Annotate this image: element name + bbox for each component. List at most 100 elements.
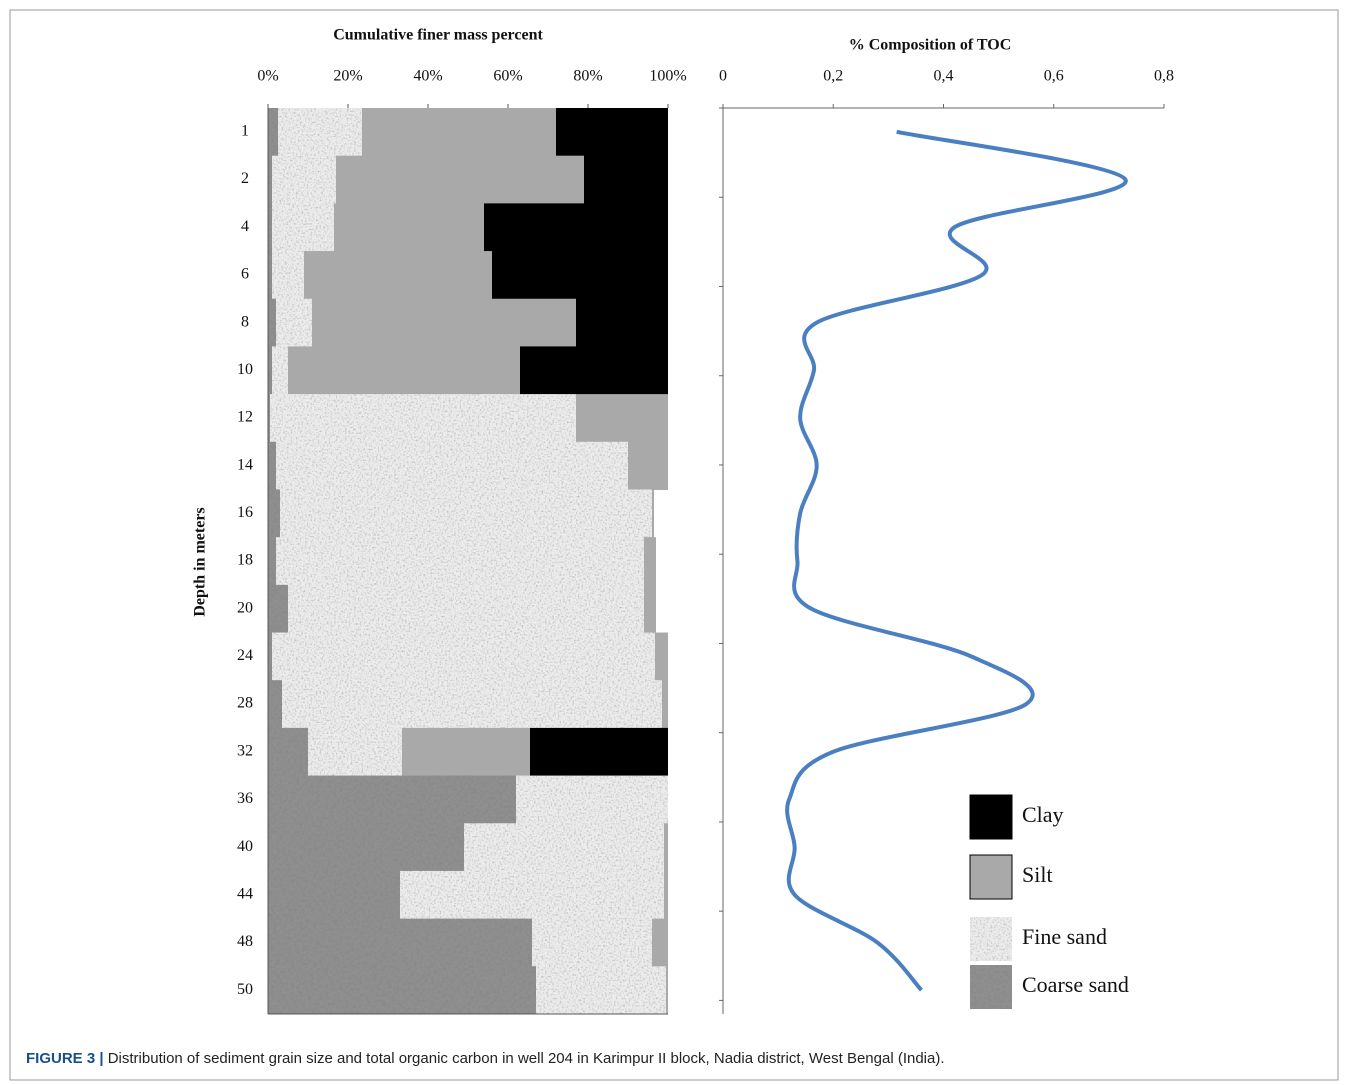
- legend-label: Clay: [1022, 802, 1064, 827]
- texture: [270, 394, 576, 443]
- line: [785, 129, 1128, 992]
- texture: [268, 537, 276, 586]
- chart-title: Cumulative finer mass percent: [333, 27, 543, 44]
- bar-segment: [312, 298, 576, 347]
- texture: [970, 917, 1012, 961]
- texture: [282, 680, 662, 729]
- y-tick-label: 24: [237, 647, 253, 664]
- bar-segment: [662, 680, 668, 729]
- x-tick-label: 0,8: [1154, 68, 1174, 85]
- bar-segment: [664, 870, 668, 920]
- texture: [268, 870, 400, 920]
- texture: [268, 203, 272, 252]
- bar-segment: [288, 346, 520, 395]
- texture: [280, 489, 652, 538]
- texture: [268, 918, 532, 967]
- chart-title: % Composition of TOC: [849, 37, 1012, 54]
- texture: [272, 203, 334, 252]
- bar-segment: [556, 108, 668, 157]
- x-tick-label: 60%: [493, 68, 522, 85]
- y-tick-label: 20: [237, 599, 253, 616]
- legend-swatch: [969, 794, 1013, 840]
- texture: [276, 441, 628, 490]
- y-tick-label: 44: [237, 885, 253, 902]
- texture: [268, 775, 516, 824]
- bar-segment: [334, 203, 484, 252]
- texture: [268, 394, 270, 443]
- y-tick-label: 8: [241, 313, 249, 330]
- x-tick-label: 0%: [257, 68, 278, 85]
- bar-segment: [576, 394, 668, 443]
- bar-segment: [336, 155, 584, 204]
- bar-segment: [362, 108, 556, 157]
- y-tick-label: 36: [237, 790, 253, 807]
- texture: [268, 108, 278, 157]
- y-tick-label: 16: [237, 504, 253, 521]
- texture: [268, 489, 280, 538]
- bar-segment: [402, 727, 530, 777]
- texture: [536, 966, 666, 1015]
- bar-segment: [644, 537, 656, 586]
- bar-segment: [520, 346, 668, 395]
- legend-label: Fine sand: [1022, 924, 1107, 949]
- texture: [516, 775, 668, 824]
- bar-segment: [576, 298, 668, 347]
- texture: [970, 965, 1012, 1009]
- texture: [532, 918, 652, 967]
- texture: [400, 870, 664, 920]
- frame: [9, 9, 1339, 1081]
- texture: [268, 727, 308, 777]
- x-tick-label: 0,4: [934, 68, 954, 85]
- bar-segment: [652, 489, 654, 538]
- bar-segment: [664, 823, 668, 872]
- texture: [272, 251, 304, 300]
- y-tick-label: 1: [241, 123, 249, 140]
- y-tick-label: 14: [237, 456, 253, 473]
- y-tick-label: 6: [241, 266, 249, 283]
- texture: [272, 632, 655, 681]
- texture: [276, 298, 312, 347]
- x-tick-label: 80%: [573, 68, 602, 85]
- legend-swatch: [969, 854, 1013, 900]
- bar-segment: [484, 203, 668, 252]
- y-axis-label: Depth in meters: [192, 507, 209, 616]
- texture: [268, 680, 282, 729]
- texture: [278, 108, 362, 157]
- bar-segment: [530, 727, 668, 777]
- texture: [288, 584, 644, 634]
- caption-text: Distribution of sediment grain size and …: [107, 1050, 945, 1067]
- y-tick-label: 32: [237, 742, 253, 759]
- y-tick-label: 50: [237, 981, 253, 998]
- texture: [268, 584, 288, 634]
- bar-segment: [652, 918, 668, 967]
- bar-segment: [666, 966, 668, 1015]
- y-tick-label: 18: [237, 552, 253, 569]
- x-tick-label: 20%: [333, 68, 362, 85]
- bar-segment: [304, 251, 492, 300]
- x-tick-label: 0,6: [1044, 68, 1064, 85]
- texture: [272, 346, 288, 395]
- x-tick-label: 0,2: [823, 68, 843, 85]
- y-tick-label: 4: [241, 218, 249, 235]
- y-tick-label: 40: [237, 838, 253, 855]
- bar-segment: [628, 441, 668, 490]
- texture: [308, 727, 402, 777]
- y-tick-label: 10: [237, 361, 253, 378]
- texture: [268, 441, 276, 490]
- y-tick-label: 12: [237, 409, 253, 426]
- y-tick-label: 28: [237, 695, 253, 712]
- caption-label: FIGURE 3 |: [26, 1050, 104, 1067]
- bar-segment: [584, 155, 668, 204]
- texture: [268, 632, 272, 681]
- bar-segment: [644, 584, 656, 634]
- x-tick-label: 100%: [649, 68, 686, 85]
- texture: [464, 823, 664, 872]
- texture: [268, 823, 464, 872]
- y-tick-label: 2: [241, 170, 249, 187]
- caption: FIGURE 3 | Distribution of sediment grai…: [26, 1050, 945, 1067]
- bar-segment: [492, 251, 668, 300]
- x-tick-label: 40%: [413, 68, 442, 85]
- legend-label: Silt: [1022, 862, 1053, 887]
